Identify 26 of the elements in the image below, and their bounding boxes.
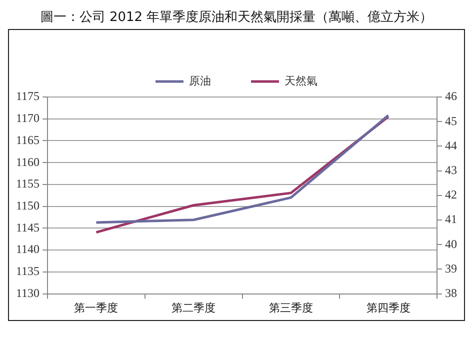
y2-tick-label: 46: [445, 89, 457, 104]
y2-tick-label: 41: [445, 212, 457, 226]
y2-tick-label: 38: [445, 286, 457, 300]
y-tick-label: 1175: [16, 89, 40, 104]
y-tick-label: 1160: [16, 154, 40, 169]
x-tick-label: 第三季度: [268, 301, 313, 314]
y-tick-label: 1135: [16, 264, 40, 278]
y2-tick-label: 45: [445, 114, 457, 128]
y2-tick-label: 39: [445, 261, 457, 276]
y2-tick-label: 42: [445, 188, 457, 202]
y-tick-label: 1155: [16, 176, 40, 191]
y-tick-label: 1140: [16, 242, 40, 256]
y-tick-label: 1170: [16, 111, 40, 126]
legend-label: 天然氣: [284, 74, 318, 88]
y2-tick-label: 43: [445, 162, 457, 177]
y2-tick-label: 44: [445, 138, 457, 152]
y2-tick-label: 40: [445, 236, 457, 251]
y-tick-label: 1130: [16, 286, 40, 300]
y-tick-label: 1150: [16, 198, 40, 212]
y-tick-label: 1145: [16, 220, 40, 234]
y-tick-label: 1165: [16, 132, 40, 147]
x-tick-label: 第二季度: [172, 301, 216, 314]
x-tick-label: 第一季度: [74, 301, 118, 314]
x-tick-label: 第四季度: [366, 301, 410, 314]
legend-label: 原油: [189, 74, 211, 88]
chart-title: 圖一：公司 2012 年單季度原油和天然氣開採量（萬噸、億立方米）: [39, 9, 434, 26]
